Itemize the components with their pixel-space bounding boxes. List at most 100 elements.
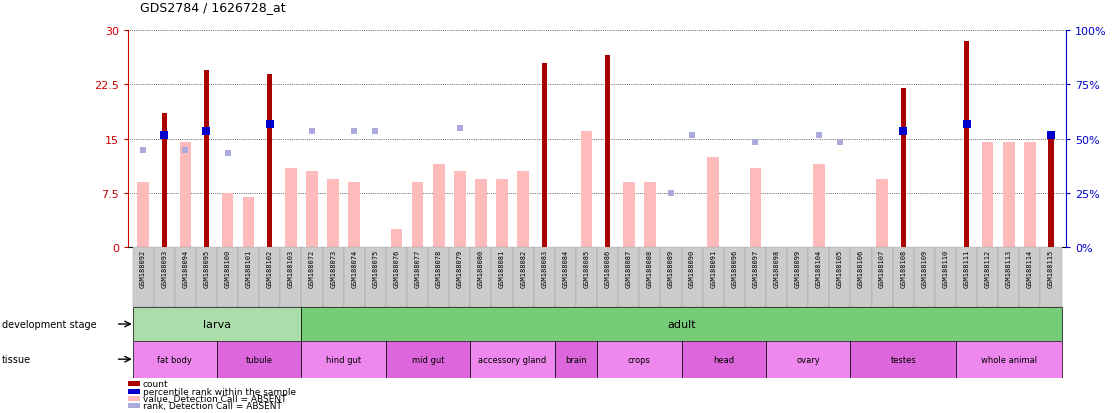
Point (198, 129, 215, 135)
Text: count: count (143, 379, 169, 388)
Text: GSM188083: GSM188083 (541, 249, 547, 288)
Text: GSM188103: GSM188103 (288, 249, 294, 288)
FancyBboxPatch shape (872, 248, 893, 308)
Bar (243, 197, 254, 248)
Text: fat body: fat body (157, 355, 192, 364)
Text: GSM188079: GSM188079 (456, 249, 463, 288)
FancyBboxPatch shape (724, 248, 744, 308)
Bar (876, 179, 888, 248)
FancyBboxPatch shape (323, 248, 344, 308)
Text: testes: testes (891, 355, 916, 364)
Text: GSM188104: GSM188104 (816, 249, 821, 288)
Bar (391, 230, 402, 248)
Bar (267, 74, 272, 248)
FancyBboxPatch shape (344, 248, 365, 308)
Bar (412, 183, 423, 248)
Point (134, 147, 152, 154)
Bar (750, 168, 761, 248)
FancyBboxPatch shape (365, 248, 386, 308)
FancyBboxPatch shape (661, 248, 682, 308)
Text: GSM188089: GSM188089 (668, 249, 674, 288)
FancyBboxPatch shape (154, 248, 175, 308)
Text: GSM188072: GSM188072 (309, 249, 315, 288)
Text: GSM188106: GSM188106 (858, 249, 864, 288)
Point (451, 125, 469, 132)
Point (1042, 133, 1060, 139)
Point (345, 129, 363, 135)
FancyBboxPatch shape (766, 248, 787, 308)
Text: GSM188098: GSM188098 (773, 249, 779, 288)
FancyBboxPatch shape (829, 248, 850, 308)
Bar (518, 172, 529, 248)
Text: development stage: development stage (2, 319, 97, 329)
Point (176, 147, 194, 154)
Text: GSM188094: GSM188094 (182, 249, 189, 288)
FancyBboxPatch shape (893, 248, 914, 308)
FancyBboxPatch shape (787, 248, 808, 308)
Point (683, 133, 701, 139)
FancyBboxPatch shape (386, 341, 470, 378)
FancyBboxPatch shape (597, 248, 618, 308)
Text: GSM188087: GSM188087 (626, 249, 632, 288)
Point (958, 121, 975, 128)
Bar (327, 179, 339, 248)
Text: ovary: ovary (797, 355, 820, 364)
Text: GSM188108: GSM188108 (901, 249, 906, 288)
FancyBboxPatch shape (491, 248, 512, 308)
Text: value, Detection Call = ABSENT: value, Detection Call = ABSENT (143, 394, 287, 403)
FancyBboxPatch shape (301, 308, 1061, 341)
Point (366, 129, 384, 135)
Point (304, 129, 321, 135)
FancyBboxPatch shape (978, 248, 998, 308)
FancyBboxPatch shape (703, 248, 724, 308)
FancyBboxPatch shape (280, 248, 301, 308)
FancyBboxPatch shape (1019, 248, 1040, 308)
Text: tissue: tissue (2, 354, 31, 364)
Bar (497, 179, 508, 248)
Text: GSM188074: GSM188074 (352, 249, 357, 288)
Text: GSM188114: GSM188114 (1027, 249, 1033, 288)
FancyBboxPatch shape (850, 341, 956, 378)
FancyBboxPatch shape (618, 248, 639, 308)
FancyBboxPatch shape (238, 248, 259, 308)
Text: GSM188081: GSM188081 (499, 249, 506, 288)
Bar (901, 89, 906, 248)
FancyBboxPatch shape (998, 248, 1019, 308)
Bar (454, 172, 465, 248)
Text: GSM188111: GSM188111 (963, 249, 970, 288)
Bar (580, 132, 593, 248)
Text: GSM188102: GSM188102 (267, 249, 272, 288)
FancyBboxPatch shape (133, 308, 301, 341)
Text: GSM188091: GSM188091 (710, 249, 716, 288)
Text: GSM188076: GSM188076 (394, 249, 400, 288)
Text: GSM188082: GSM188082 (520, 249, 526, 288)
Bar (1003, 143, 1014, 248)
Text: GSM188100: GSM188100 (224, 249, 231, 288)
Text: crops: crops (628, 355, 651, 364)
Text: GSM188109: GSM188109 (922, 249, 927, 288)
Bar (605, 56, 610, 248)
Bar (222, 194, 233, 248)
FancyBboxPatch shape (301, 341, 386, 378)
Text: GSM188115: GSM188115 (1048, 249, 1054, 288)
Bar (475, 179, 487, 248)
Bar (623, 183, 635, 248)
FancyBboxPatch shape (259, 248, 280, 308)
FancyBboxPatch shape (639, 248, 661, 308)
FancyBboxPatch shape (576, 248, 597, 308)
FancyBboxPatch shape (744, 248, 766, 308)
Text: GSM188107: GSM188107 (879, 249, 885, 288)
Text: whole animal: whole animal (981, 355, 1037, 364)
Text: GSM188097: GSM188097 (752, 249, 759, 288)
FancyBboxPatch shape (555, 248, 576, 308)
Text: GSM188084: GSM188084 (562, 249, 568, 288)
FancyBboxPatch shape (682, 341, 766, 378)
FancyBboxPatch shape (597, 341, 682, 378)
Bar (541, 64, 547, 248)
FancyBboxPatch shape (956, 341, 1061, 378)
Text: head: head (713, 355, 734, 364)
Bar (137, 183, 148, 248)
Point (155, 133, 173, 139)
Text: tubule: tubule (246, 355, 272, 364)
Bar (180, 143, 191, 248)
